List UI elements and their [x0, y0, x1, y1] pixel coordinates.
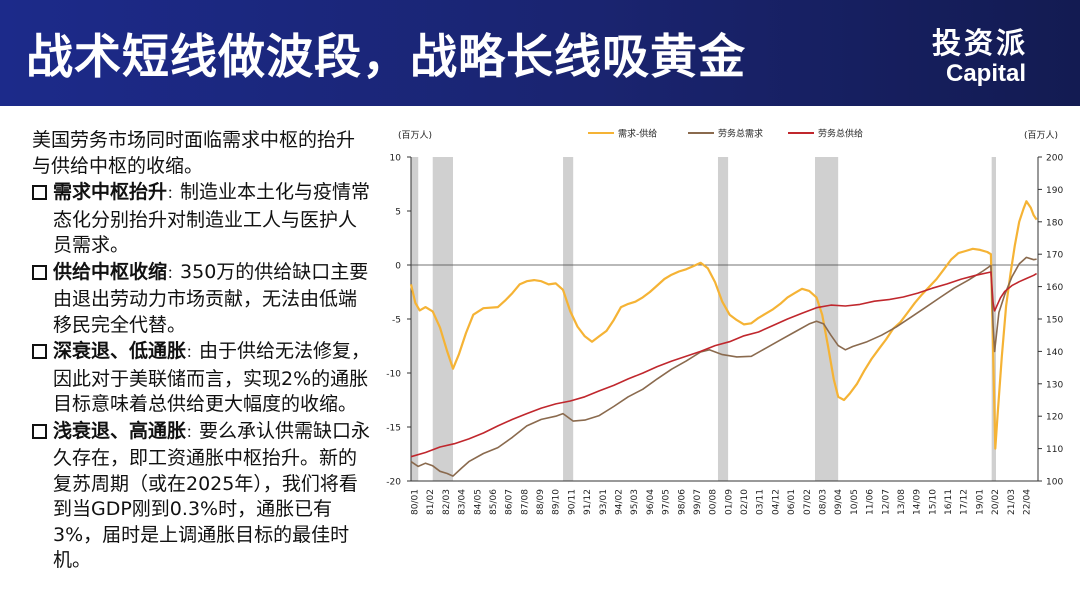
x-tick-label: 22/04	[1023, 489, 1033, 515]
x-tick-label: 16/11	[944, 489, 954, 515]
x-tick-label: 83/04	[458, 489, 468, 515]
right-unit-label: (百万人)	[1024, 130, 1058, 141]
x-tick-label: 85/06	[489, 489, 499, 515]
checkbox-bullet-icon	[32, 423, 47, 439]
labor-demand-supply-chart: 10 5 0 -5 -10 -15 -20 200 190 180 170 160 150 140 130 1…	[386, 128, 1063, 516]
x-tick-label: 81/02	[426, 489, 436, 515]
series-line-劳务总需求	[410, 256, 1037, 477]
x-tick-label: 82/03	[442, 489, 452, 515]
page-title: 战术短线做波段，战略长线吸黄金	[26, 30, 746, 85]
x-tick-label: 07/02	[803, 489, 813, 515]
left-tick-label: 5	[395, 208, 401, 218]
left-unit-label: (百万人)	[398, 130, 432, 141]
bullet-item: 供给中枢收缩：350万的供给缺口主要由退出劳动力市场贡献，无法由低端移民完全代替…	[32, 260, 372, 339]
x-tick-label: 80/01	[411, 489, 421, 515]
x-tick-label: 21/03	[1007, 489, 1017, 515]
bullet-heading: 供给中枢收缩	[53, 260, 168, 283]
legend-label: 需求-供给	[618, 128, 657, 140]
bullet-body: 350万的供给缺口主要由退出劳动力市场贡献，无法由低端移民完全代替。	[53, 260, 369, 336]
right-tick-label: 100	[1046, 478, 1063, 488]
x-tick-label: 08/03	[819, 489, 829, 515]
x-tick-label: 98/06	[677, 489, 687, 515]
x-tick-label: 88/09	[536, 489, 546, 515]
right-tick-label: 190	[1046, 186, 1063, 196]
bullet-separator: ：	[186, 425, 200, 441]
x-tick-label: 94/02	[615, 489, 625, 515]
x-tick-label: 99/07	[693, 489, 703, 515]
right-tick-label: 200	[1046, 154, 1063, 164]
series-line-需求-供给	[409, 200, 1038, 450]
right-tick-label: 130	[1046, 380, 1063, 390]
bullet-item: 浅衰退、高通胀：要么承认供需缺口永久存在，即工资通胀中枢抬升。新的复苏周期（或在…	[32, 419, 372, 574]
intro-paragraph: 美国劳务市场同时面临需求中枢的抬升与供给中枢的收缩。	[32, 129, 356, 177]
right-tick-label: 160	[1046, 283, 1063, 293]
brand-logo-text: 投资派	[932, 26, 1029, 60]
x-tick-label: 19/01	[975, 489, 985, 515]
recession-shade	[991, 157, 997, 481]
bullet-body: 由于供给无法修复，因此对于美联储而言，实现2%的通胀目标意味着总供给更大幅度的收…	[53, 340, 371, 415]
x-tick-label: 86/07	[505, 489, 515, 515]
checkbox-bullet-icon	[32, 264, 47, 280]
left-tick-label: -20	[386, 478, 401, 488]
x-tick-label: 01/09	[724, 489, 734, 515]
x-tick-label: 96/04	[646, 489, 656, 515]
series-line-劳务总供给	[410, 271, 1038, 458]
bullet-body: 要么承认供需缺口永久存在，即工资通胀中枢抬升。新的复苏周期（或在2025年），我…	[53, 419, 371, 572]
right-tick-label: 180	[1046, 218, 1063, 228]
checkbox-bullet-icon	[32, 344, 47, 359]
recession-shade	[411, 157, 419, 481]
left-tick-label: 0	[395, 262, 401, 272]
left-tick-label: -5	[392, 316, 401, 326]
x-tick-label: 10/05	[850, 489, 860, 515]
x-tick-label: 13/08	[897, 489, 907, 515]
right-tick-label: 150	[1046, 316, 1063, 326]
x-tick-label: 15/10	[928, 489, 938, 515]
left-tick-label: 10	[390, 154, 402, 164]
recession-shade	[432, 157, 453, 481]
x-tick-label: 06/01	[787, 489, 797, 515]
x-tick-label: 00/08	[709, 489, 719, 515]
commentary-text: 美国劳务市场同时面临需求中枢的抬升与供给中枢的收缩。 需求中枢抬升：制造业本土化…	[32, 128, 372, 575]
brand-logo-subtext: Capital	[946, 60, 1027, 87]
bullet-heading: 浅衰退、高通胀	[53, 419, 187, 442]
x-tick-label: 93/01	[599, 489, 609, 515]
legend-label: 劳务总供给	[818, 128, 863, 140]
recession-shade	[717, 157, 729, 481]
right-tick-label: 110	[1046, 445, 1063, 455]
x-tick-label: 02/10	[740, 489, 750, 515]
x-tick-label: 87/08	[520, 489, 530, 515]
x-tick-label: 95/03	[630, 489, 640, 515]
x-tick-label: 84/05	[473, 489, 483, 515]
x-tick-label: 09/04	[834, 489, 844, 515]
bullet-separator: ：	[186, 346, 200, 361]
bullet-heading: 需求中枢抬升	[53, 181, 168, 203]
bullet-item: 需求中枢抬升：制造业本土化与疫情常态化分别抬升对制造业工人与医护人员需求。	[32, 180, 372, 259]
left-tick-label: -15	[386, 424, 401, 434]
x-tick-label: 89/10	[552, 489, 562, 515]
legend-label: 劳务总需求	[718, 128, 763, 140]
x-tick-label: 20/02	[991, 489, 1001, 515]
right-tick-label: 170	[1046, 251, 1063, 261]
left-tick-label: -10	[386, 370, 401, 380]
bullet-separator: ：	[167, 187, 181, 202]
recession-shade	[815, 157, 839, 481]
bullet-body: 制造业本土化与疫情常态化分别抬升对制造业工人与医护人员需求。	[53, 181, 371, 256]
title-banner: 战术短线做波段，战略长线吸黄金 投资派 Capital	[0, 0, 1080, 106]
x-tick-label: 17/12	[960, 489, 970, 515]
x-tick-label: 91/12	[583, 489, 593, 515]
x-tick-label: 03/11	[756, 489, 766, 515]
x-tick-label: 97/05	[662, 489, 672, 515]
x-tick-label: 04/12	[771, 489, 781, 515]
x-tick-label: 11/06	[866, 489, 876, 515]
bullet-item: 深衰退、低通胀：由于供给无法修复，因此对于美联储而言，实现2%的通胀目标意味着总…	[32, 339, 372, 418]
right-tick-label: 140	[1046, 348, 1063, 358]
bullet-heading: 深衰退、低通胀	[53, 340, 187, 362]
x-tick-label: 14/09	[913, 489, 923, 515]
x-tick-label: 12/07	[881, 489, 891, 515]
bullet-separator: ：	[167, 266, 181, 282]
right-tick-label: 120	[1046, 413, 1063, 423]
checkbox-bullet-icon	[32, 185, 47, 200]
x-tick-label: 90/11	[567, 489, 577, 515]
recession-shade	[563, 157, 574, 481]
